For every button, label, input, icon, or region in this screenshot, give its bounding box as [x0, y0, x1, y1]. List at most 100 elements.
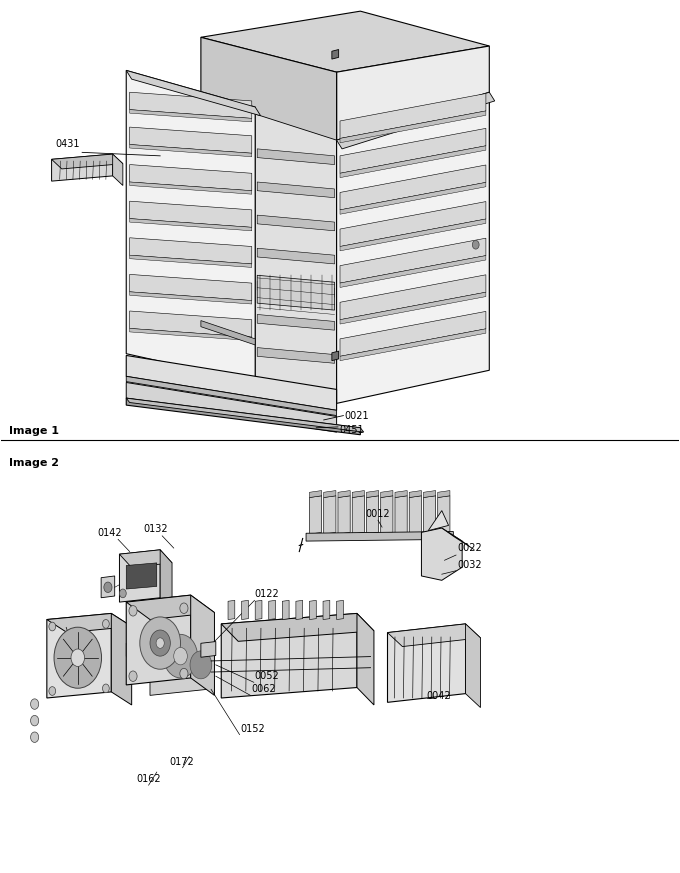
Text: Image 2: Image 2 [9, 458, 59, 468]
Polygon shape [201, 642, 216, 657]
Polygon shape [395, 491, 407, 498]
Text: 0132: 0132 [143, 524, 168, 534]
Polygon shape [323, 601, 330, 620]
Polygon shape [282, 601, 289, 620]
Polygon shape [438, 496, 450, 534]
Polygon shape [409, 491, 422, 498]
Polygon shape [340, 292, 486, 324]
Text: 0431: 0431 [55, 139, 80, 149]
Polygon shape [130, 164, 252, 190]
Polygon shape [409, 496, 422, 534]
Polygon shape [340, 111, 486, 143]
Polygon shape [466, 624, 481, 708]
Circle shape [49, 687, 56, 696]
Polygon shape [101, 576, 115, 598]
Circle shape [103, 620, 109, 629]
Polygon shape [338, 491, 350, 498]
Polygon shape [130, 93, 252, 119]
Polygon shape [340, 128, 486, 173]
Polygon shape [257, 314, 335, 330]
Polygon shape [221, 614, 357, 698]
Text: 0172: 0172 [170, 757, 194, 766]
Polygon shape [190, 595, 214, 696]
Polygon shape [257, 149, 335, 164]
Polygon shape [120, 550, 160, 602]
Circle shape [49, 622, 56, 631]
Circle shape [174, 648, 187, 665]
Circle shape [31, 732, 39, 742]
Polygon shape [130, 201, 252, 227]
Polygon shape [337, 93, 490, 403]
Polygon shape [309, 601, 316, 620]
Polygon shape [340, 165, 486, 210]
Polygon shape [309, 496, 322, 534]
Polygon shape [381, 491, 393, 498]
Polygon shape [160, 550, 172, 611]
Polygon shape [338, 496, 350, 534]
Polygon shape [130, 255, 252, 267]
Polygon shape [340, 256, 486, 287]
Polygon shape [340, 312, 486, 356]
Polygon shape [257, 248, 335, 264]
Polygon shape [52, 155, 123, 168]
Polygon shape [257, 182, 335, 197]
Polygon shape [357, 614, 374, 705]
Circle shape [473, 240, 479, 249]
Polygon shape [126, 563, 157, 589]
Polygon shape [201, 320, 255, 345]
Polygon shape [52, 155, 113, 181]
Text: 0162: 0162 [137, 774, 161, 784]
Polygon shape [130, 292, 252, 304]
Polygon shape [340, 146, 486, 177]
Polygon shape [388, 624, 466, 703]
Polygon shape [422, 528, 462, 581]
Text: 0052: 0052 [254, 671, 279, 682]
Text: 0142: 0142 [98, 528, 122, 539]
Polygon shape [126, 355, 337, 410]
Polygon shape [257, 275, 335, 310]
Circle shape [31, 699, 39, 710]
Polygon shape [352, 496, 364, 534]
Circle shape [129, 671, 137, 682]
Text: 0012: 0012 [366, 509, 390, 519]
Text: 0042: 0042 [426, 691, 451, 702]
Polygon shape [340, 219, 486, 251]
Polygon shape [324, 496, 336, 534]
Polygon shape [332, 351, 339, 361]
Polygon shape [442, 528, 475, 550]
Polygon shape [130, 127, 252, 154]
Polygon shape [130, 110, 252, 122]
Polygon shape [130, 328, 252, 340]
Polygon shape [130, 218, 252, 230]
Circle shape [140, 617, 180, 670]
Polygon shape [296, 601, 303, 620]
Polygon shape [257, 281, 335, 297]
Circle shape [120, 589, 126, 598]
Polygon shape [126, 71, 260, 116]
Polygon shape [130, 145, 252, 157]
Text: 0022: 0022 [458, 543, 482, 553]
Polygon shape [388, 624, 481, 647]
Polygon shape [126, 382, 337, 432]
Polygon shape [130, 311, 252, 337]
Polygon shape [126, 398, 364, 432]
Polygon shape [228, 601, 235, 620]
Polygon shape [337, 93, 495, 149]
Polygon shape [306, 532, 454, 541]
Polygon shape [324, 491, 336, 498]
Polygon shape [332, 50, 339, 59]
Polygon shape [395, 496, 407, 534]
Polygon shape [367, 496, 379, 534]
Polygon shape [337, 601, 343, 620]
Polygon shape [126, 595, 214, 620]
Polygon shape [340, 202, 486, 246]
Circle shape [129, 606, 137, 616]
Polygon shape [126, 71, 255, 382]
Polygon shape [257, 215, 335, 230]
Text: 0122: 0122 [254, 589, 279, 600]
Polygon shape [257, 347, 335, 363]
Polygon shape [340, 238, 486, 283]
Circle shape [54, 627, 101, 688]
Circle shape [150, 630, 171, 656]
Polygon shape [201, 38, 337, 356]
